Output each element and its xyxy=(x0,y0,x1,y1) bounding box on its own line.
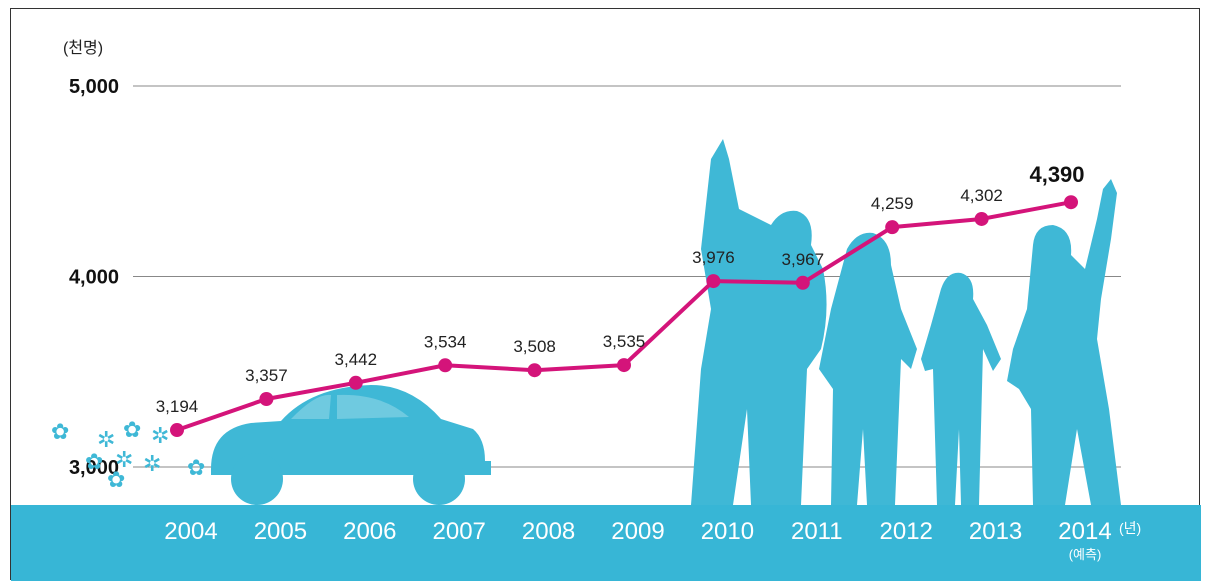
x-tick-label: 2009 xyxy=(611,518,664,545)
data-point xyxy=(795,275,810,290)
data-point xyxy=(885,220,900,235)
svg-text:✲: ✲ xyxy=(115,447,133,472)
svg-text:✿: ✿ xyxy=(85,449,103,474)
svg-text:✿: ✿ xyxy=(187,455,205,480)
y-tick-labels: 3,000 4,000 5,000 xyxy=(69,76,119,479)
data-label: 4,259 xyxy=(871,194,914,213)
svg-text:✿: ✿ xyxy=(123,417,141,442)
data-label: 3,508 xyxy=(513,337,556,356)
y-tick-label: 4,000 xyxy=(69,267,119,289)
data-label: 3,976 xyxy=(692,248,735,267)
x-tick-label: 2004 xyxy=(164,518,217,545)
data-label: 4,302 xyxy=(960,186,1003,205)
data-label: 3,357 xyxy=(245,366,288,385)
data-point xyxy=(527,363,542,378)
svg-text:✲: ✲ xyxy=(97,427,115,452)
x-tick-label: 2011 xyxy=(791,518,843,545)
data-point xyxy=(1064,195,1078,210)
y-tick-label: 5,000 xyxy=(69,76,119,98)
data-point xyxy=(974,211,989,226)
data-label: 3,442 xyxy=(335,350,378,369)
svg-text:✲: ✲ xyxy=(143,451,161,476)
x-tick-label: 2007 xyxy=(433,518,486,545)
x-tick-label: 2010 xyxy=(701,518,754,545)
x-tick-label: 2006 xyxy=(343,518,396,545)
x-unit-label: (년) xyxy=(1119,520,1141,536)
svg-text:✿: ✿ xyxy=(107,467,125,492)
data-point xyxy=(170,423,184,438)
car-illustration xyxy=(211,385,491,505)
chart-frame: (천명) 3,000 4,000 5,000 ✿ ✲ ✿ ✲ ✿ ✲ ✲ ✿ ✿ 3… xyxy=(10,8,1201,581)
y-tick-label: 3,000 xyxy=(69,457,119,479)
data-label: 3,535 xyxy=(603,332,646,351)
y-unit-label: (천명) xyxy=(63,39,103,57)
data-label: 3,194 xyxy=(156,397,199,416)
data-points xyxy=(170,195,1078,438)
data-label: 4,390 xyxy=(1029,162,1084,187)
x-tick-label: 2008 xyxy=(522,518,575,545)
data-point xyxy=(438,358,453,373)
data-labels: 3,194 3,357 3,442 3,534 3,508 3,535 3,976 3,967… xyxy=(156,162,1085,416)
x-tick-label: 2005 xyxy=(254,518,307,545)
data-point xyxy=(348,375,363,390)
flower-decorations: ✿ ✲ ✿ ✲ ✿ ✲ ✲ ✿ ✿ xyxy=(51,417,205,492)
x-tick-labels: 2004 2005 2006 2007 2008 2009 2010 2011 2012 2013… xyxy=(164,518,1111,562)
x-tick-label: 2013 xyxy=(969,518,1022,545)
svg-text:✲: ✲ xyxy=(151,423,169,448)
svg-text:✿: ✿ xyxy=(51,419,69,444)
data-point xyxy=(617,358,631,373)
data-label: 3,967 xyxy=(782,250,825,269)
data-label: 3,534 xyxy=(424,332,467,351)
year-band xyxy=(11,505,1201,581)
family-illustration xyxy=(691,139,1121,506)
x-tick-note: (예측) xyxy=(1069,547,1102,562)
data-point xyxy=(706,274,721,289)
line-chart: (천명) 3,000 4,000 5,000 ✿ ✲ ✿ ✲ ✿ ✲ ✲ ✿ ✿ 3… xyxy=(11,39,1201,581)
data-point xyxy=(259,391,274,406)
x-tick-label: 2012 xyxy=(880,518,933,545)
x-tick-label: 2014 xyxy=(1058,518,1111,545)
